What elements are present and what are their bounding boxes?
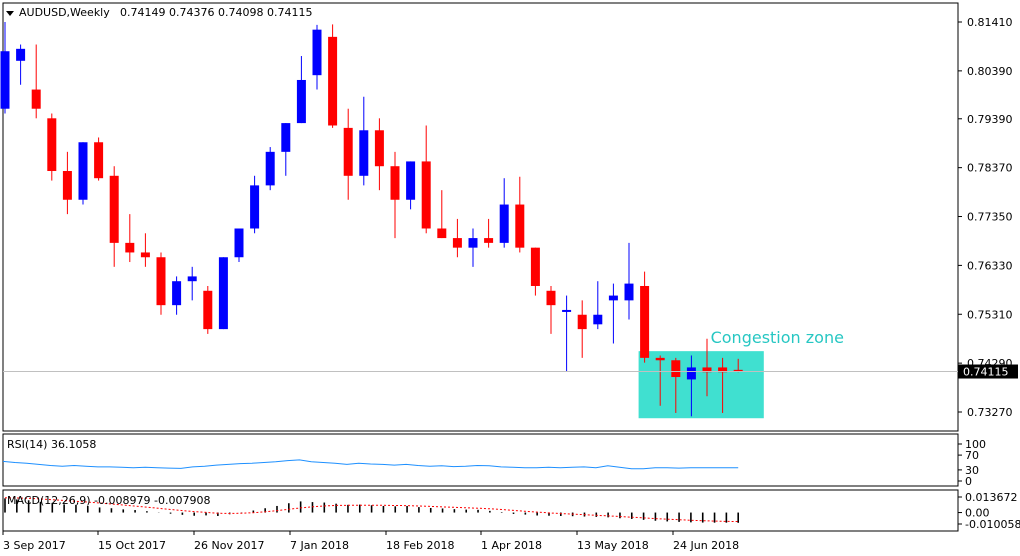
candle-body: [593, 314, 603, 325]
rsi-tick-label: 70: [965, 449, 979, 462]
time-tick-label: 18 Feb 2018: [386, 539, 454, 552]
candle-body: [109, 175, 119, 243]
candle-body: [655, 357, 665, 361]
price-tick-label: 0.79390: [967, 113, 1013, 126]
dropdown-triangle-icon[interactable]: [6, 11, 14, 16]
candle-body: [406, 161, 416, 200]
candle-body: [203, 290, 213, 330]
candle-body: [281, 123, 291, 152]
candle-body: [156, 257, 166, 306]
congestion-zone-label: Congestion zone: [711, 328, 844, 347]
candle-body: [0, 51, 10, 109]
candle-body: [62, 171, 72, 200]
rsi-label: RSI(14) 36.1058: [7, 438, 96, 451]
symbol-label: AUDUSD,Weekly: [19, 6, 110, 19]
price-tick-label: 0.76330: [967, 259, 1013, 272]
candle-body: [624, 283, 634, 301]
time-tick-label: 13 May 2018: [577, 539, 649, 552]
candle-body: [265, 151, 275, 186]
ohlc-values: 0.74149 0.74376 0.74098 0.74115: [120, 6, 312, 19]
candle-body: [733, 369, 743, 372]
candle-body: [328, 36, 338, 126]
price-tick-label: 0.78370: [967, 162, 1013, 175]
rsi-pane: [2, 433, 959, 487]
time-tick-label: 24 Jun 2018: [673, 539, 739, 552]
candle-body: [172, 281, 182, 306]
candle-body: [140, 252, 150, 258]
congestion-zone: Congestion zone: [638, 328, 844, 419]
macd-tick-label: -0.010058: [965, 518, 1020, 531]
candle-body: [452, 238, 462, 248]
price-tick-label: 0.75310: [967, 308, 1013, 321]
time-tick-label: 15 Oct 2017: [98, 539, 166, 552]
candle-body: [718, 367, 728, 373]
candle-body: [125, 242, 135, 253]
candle-body: [374, 130, 384, 167]
candle-body: [296, 79, 306, 124]
candle-body: [218, 257, 228, 330]
candle-body: [671, 360, 681, 378]
candle-body: [78, 142, 88, 200]
candle-body: [421, 161, 431, 229]
candle-body: [577, 314, 587, 330]
rsi-tick-label: 0: [965, 475, 972, 488]
macd-indicator: 0.013672 0.00-0.010058: [4, 491, 1020, 531]
congestion-zone-box: [638, 351, 764, 419]
candle-body: [390, 166, 400, 200]
candle-body: [530, 247, 540, 286]
macd-pane: [2, 489, 959, 532]
candle-body: [250, 185, 260, 229]
price-tick-label: 0.81410: [967, 16, 1013, 29]
time-tick-label: 26 Nov 2017: [194, 539, 264, 552]
candle-body: [608, 295, 618, 301]
candle-body: [343, 127, 353, 176]
candle-body: [702, 367, 712, 373]
candle-body: [686, 367, 696, 380]
candle-body: [94, 142, 104, 179]
candle-body: [234, 228, 244, 258]
candle-body: [47, 118, 57, 172]
price-axis: 0.81410 0.80390 0.79390 0.78370 0.77350 0.763…: [958, 16, 1013, 419]
candle-body: [312, 29, 322, 76]
time-tick-label: 3 Sep 2017: [3, 539, 66, 552]
candles: [0, 22, 743, 417]
rsi-tick-label: 100: [965, 438, 986, 451]
candle-body: [499, 204, 509, 243]
candle-body: [562, 309, 572, 312]
macd-signal-line: [4, 497, 739, 522]
candle-body: [437, 228, 447, 239]
candle-body: [640, 285, 650, 358]
candle-body: [484, 238, 494, 243]
price-tick-label: 0.80390: [967, 65, 1013, 78]
candle-body: [16, 48, 26, 61]
candle-body: [468, 238, 478, 248]
macd-label: MACD(12,26,9) -0.008979 -0.007908: [7, 494, 210, 507]
current-price-label: 0.74115: [963, 366, 1009, 379]
price-tick-label: 0.77350: [967, 211, 1013, 224]
candle-body: [31, 89, 41, 109]
candle-body: [359, 130, 369, 176]
candle-body: [187, 276, 197, 282]
price-tick-label: 0.73270: [967, 406, 1013, 419]
time-axis: 3 Sep 2017 15 Oct 2017 26 Nov 2017 7 Jan 20…: [2, 531, 739, 552]
candle-body: [546, 290, 556, 306]
rsi-tick-label: 30: [965, 464, 979, 477]
time-tick-label: 1 Apr 2018: [481, 539, 542, 552]
main-pane: [2, 2, 959, 432]
time-tick-label: 7 Jan 2018: [290, 539, 349, 552]
macd-tick-label: 0.013672: [965, 491, 1018, 504]
rsi-line: [2, 459, 739, 470]
current-price-marker: 0.74115: [3, 364, 1018, 379]
macd-tick-label: 0.00: [965, 507, 990, 520]
candle-body: [515, 204, 525, 248]
